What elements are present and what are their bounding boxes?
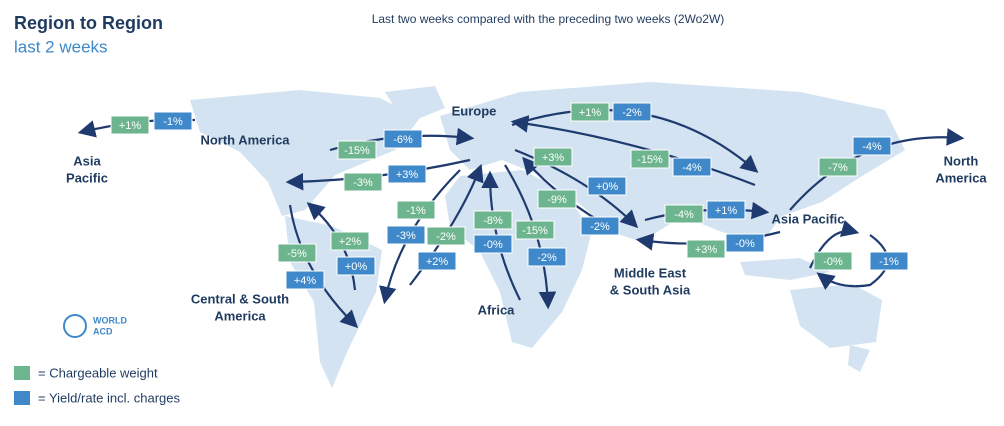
- legend-swatch: [14, 391, 30, 405]
- badge-bg: [387, 164, 427, 184]
- labels: Asia Pacific North America Europe Central & …: [66, 102, 987, 323]
- badge-bg: [337, 140, 377, 160]
- badge-bg: [813, 251, 853, 271]
- badge-yield: -2%: [590, 221, 610, 233]
- region-label: Pacific: [66, 170, 108, 185]
- badge-bg: [285, 270, 325, 290]
- badge-weight: -15%: [637, 154, 663, 166]
- badge-bg: [570, 102, 610, 122]
- badge-bg: [818, 157, 858, 177]
- badge-weight: +1%: [119, 120, 142, 132]
- badge-bg: [343, 172, 383, 192]
- badge-weight: -1%: [406, 205, 426, 217]
- badge-bg: [537, 189, 577, 209]
- badge-bg: [515, 220, 555, 240]
- badge-bg: [527, 247, 567, 267]
- legend-label: = Chargeable weight: [38, 365, 158, 380]
- badge-bg: [580, 216, 620, 236]
- badge-weight: -2%: [436, 231, 456, 243]
- badge-bg: [383, 129, 423, 149]
- badge-weight: -15%: [522, 225, 548, 237]
- badge-bg: [587, 176, 627, 196]
- badge-weight: -0%: [823, 256, 843, 268]
- badge-yield: -6%: [393, 134, 413, 146]
- badge-bg: [110, 115, 150, 135]
- badge-weight: -3%: [353, 177, 373, 189]
- badge-yield: -2%: [622, 107, 642, 119]
- badge-weight: +3%: [542, 152, 565, 164]
- badge-bg: [612, 102, 652, 122]
- region-label: America: [935, 170, 987, 185]
- badge-yield: -2%: [537, 252, 557, 264]
- region-label: North America: [200, 132, 290, 147]
- badge-bg: [426, 226, 466, 246]
- badge-bg: [706, 200, 746, 220]
- badge-bg: [386, 225, 426, 245]
- badge-weight: -8%: [483, 215, 503, 227]
- badge-yield: -4%: [682, 162, 702, 174]
- title: Region to Region: [14, 13, 163, 33]
- region-label: North: [944, 153, 979, 168]
- badge-bg: [869, 251, 909, 271]
- badge-yield: -4%: [862, 141, 882, 153]
- legend-label: = Yield/rate incl. charges: [38, 390, 180, 405]
- region-label: America: [214, 308, 266, 323]
- badge-weight: -9%: [547, 194, 567, 206]
- badge-weight: +1%: [579, 107, 602, 119]
- note: Last two weeks compared with the precedi…: [372, 12, 725, 26]
- logo-text: ACD: [93, 326, 113, 336]
- badge-bg: [417, 251, 457, 271]
- region-label: Asia: [73, 153, 101, 168]
- badge-bg: [473, 210, 513, 230]
- badge-yield: -1%: [163, 116, 183, 128]
- badge-bg: [672, 157, 712, 177]
- badge-yield: +0%: [345, 261, 368, 273]
- logo: WORLD ACD: [63, 314, 127, 338]
- region-label: Europe: [452, 103, 497, 118]
- badge-yield: -0%: [735, 238, 755, 250]
- badge-yield: +3%: [396, 169, 419, 181]
- region-label: & South Asia: [610, 282, 691, 297]
- subtitle: last 2 weeks: [14, 37, 108, 56]
- badge-yield: -3%: [396, 230, 416, 242]
- badge-bg: [725, 233, 765, 253]
- region-label: Central & South: [191, 291, 289, 306]
- badge-yield: -1%: [879, 256, 899, 268]
- badge-bg: [396, 200, 436, 220]
- logo-text: WORLD: [93, 315, 127, 325]
- badge-weight: +3%: [695, 244, 718, 256]
- region-label: Asia Pacific: [772, 211, 845, 226]
- badge-weight: -4%: [674, 209, 694, 221]
- badge-bg: [533, 147, 573, 167]
- region-label: Middle East: [614, 265, 687, 280]
- badge-bg: [664, 204, 704, 224]
- badge-yield: -0%: [483, 239, 503, 251]
- badge-weight: -5%: [287, 248, 307, 260]
- badge-weight: -7%: [828, 162, 848, 174]
- badge-yield: +2%: [426, 256, 449, 268]
- region-label: Africa: [478, 302, 516, 317]
- logo-icon: [63, 314, 87, 338]
- badge-bg: [686, 239, 726, 259]
- badge-weight: -15%: [344, 145, 370, 157]
- badge-bg: [852, 136, 892, 156]
- badge-yield: +4%: [294, 275, 317, 287]
- badge-yield: +1%: [715, 205, 738, 217]
- badge-bg: [153, 111, 193, 131]
- badge-yield: +0%: [596, 181, 619, 193]
- legend-swatch: [14, 366, 30, 380]
- badge-bg: [336, 256, 376, 276]
- badge-bg: [277, 243, 317, 263]
- badge-bg: [330, 231, 370, 251]
- badge-bg: [630, 149, 670, 169]
- badge-bg: [473, 234, 513, 254]
- badge-weight: +2%: [339, 236, 362, 248]
